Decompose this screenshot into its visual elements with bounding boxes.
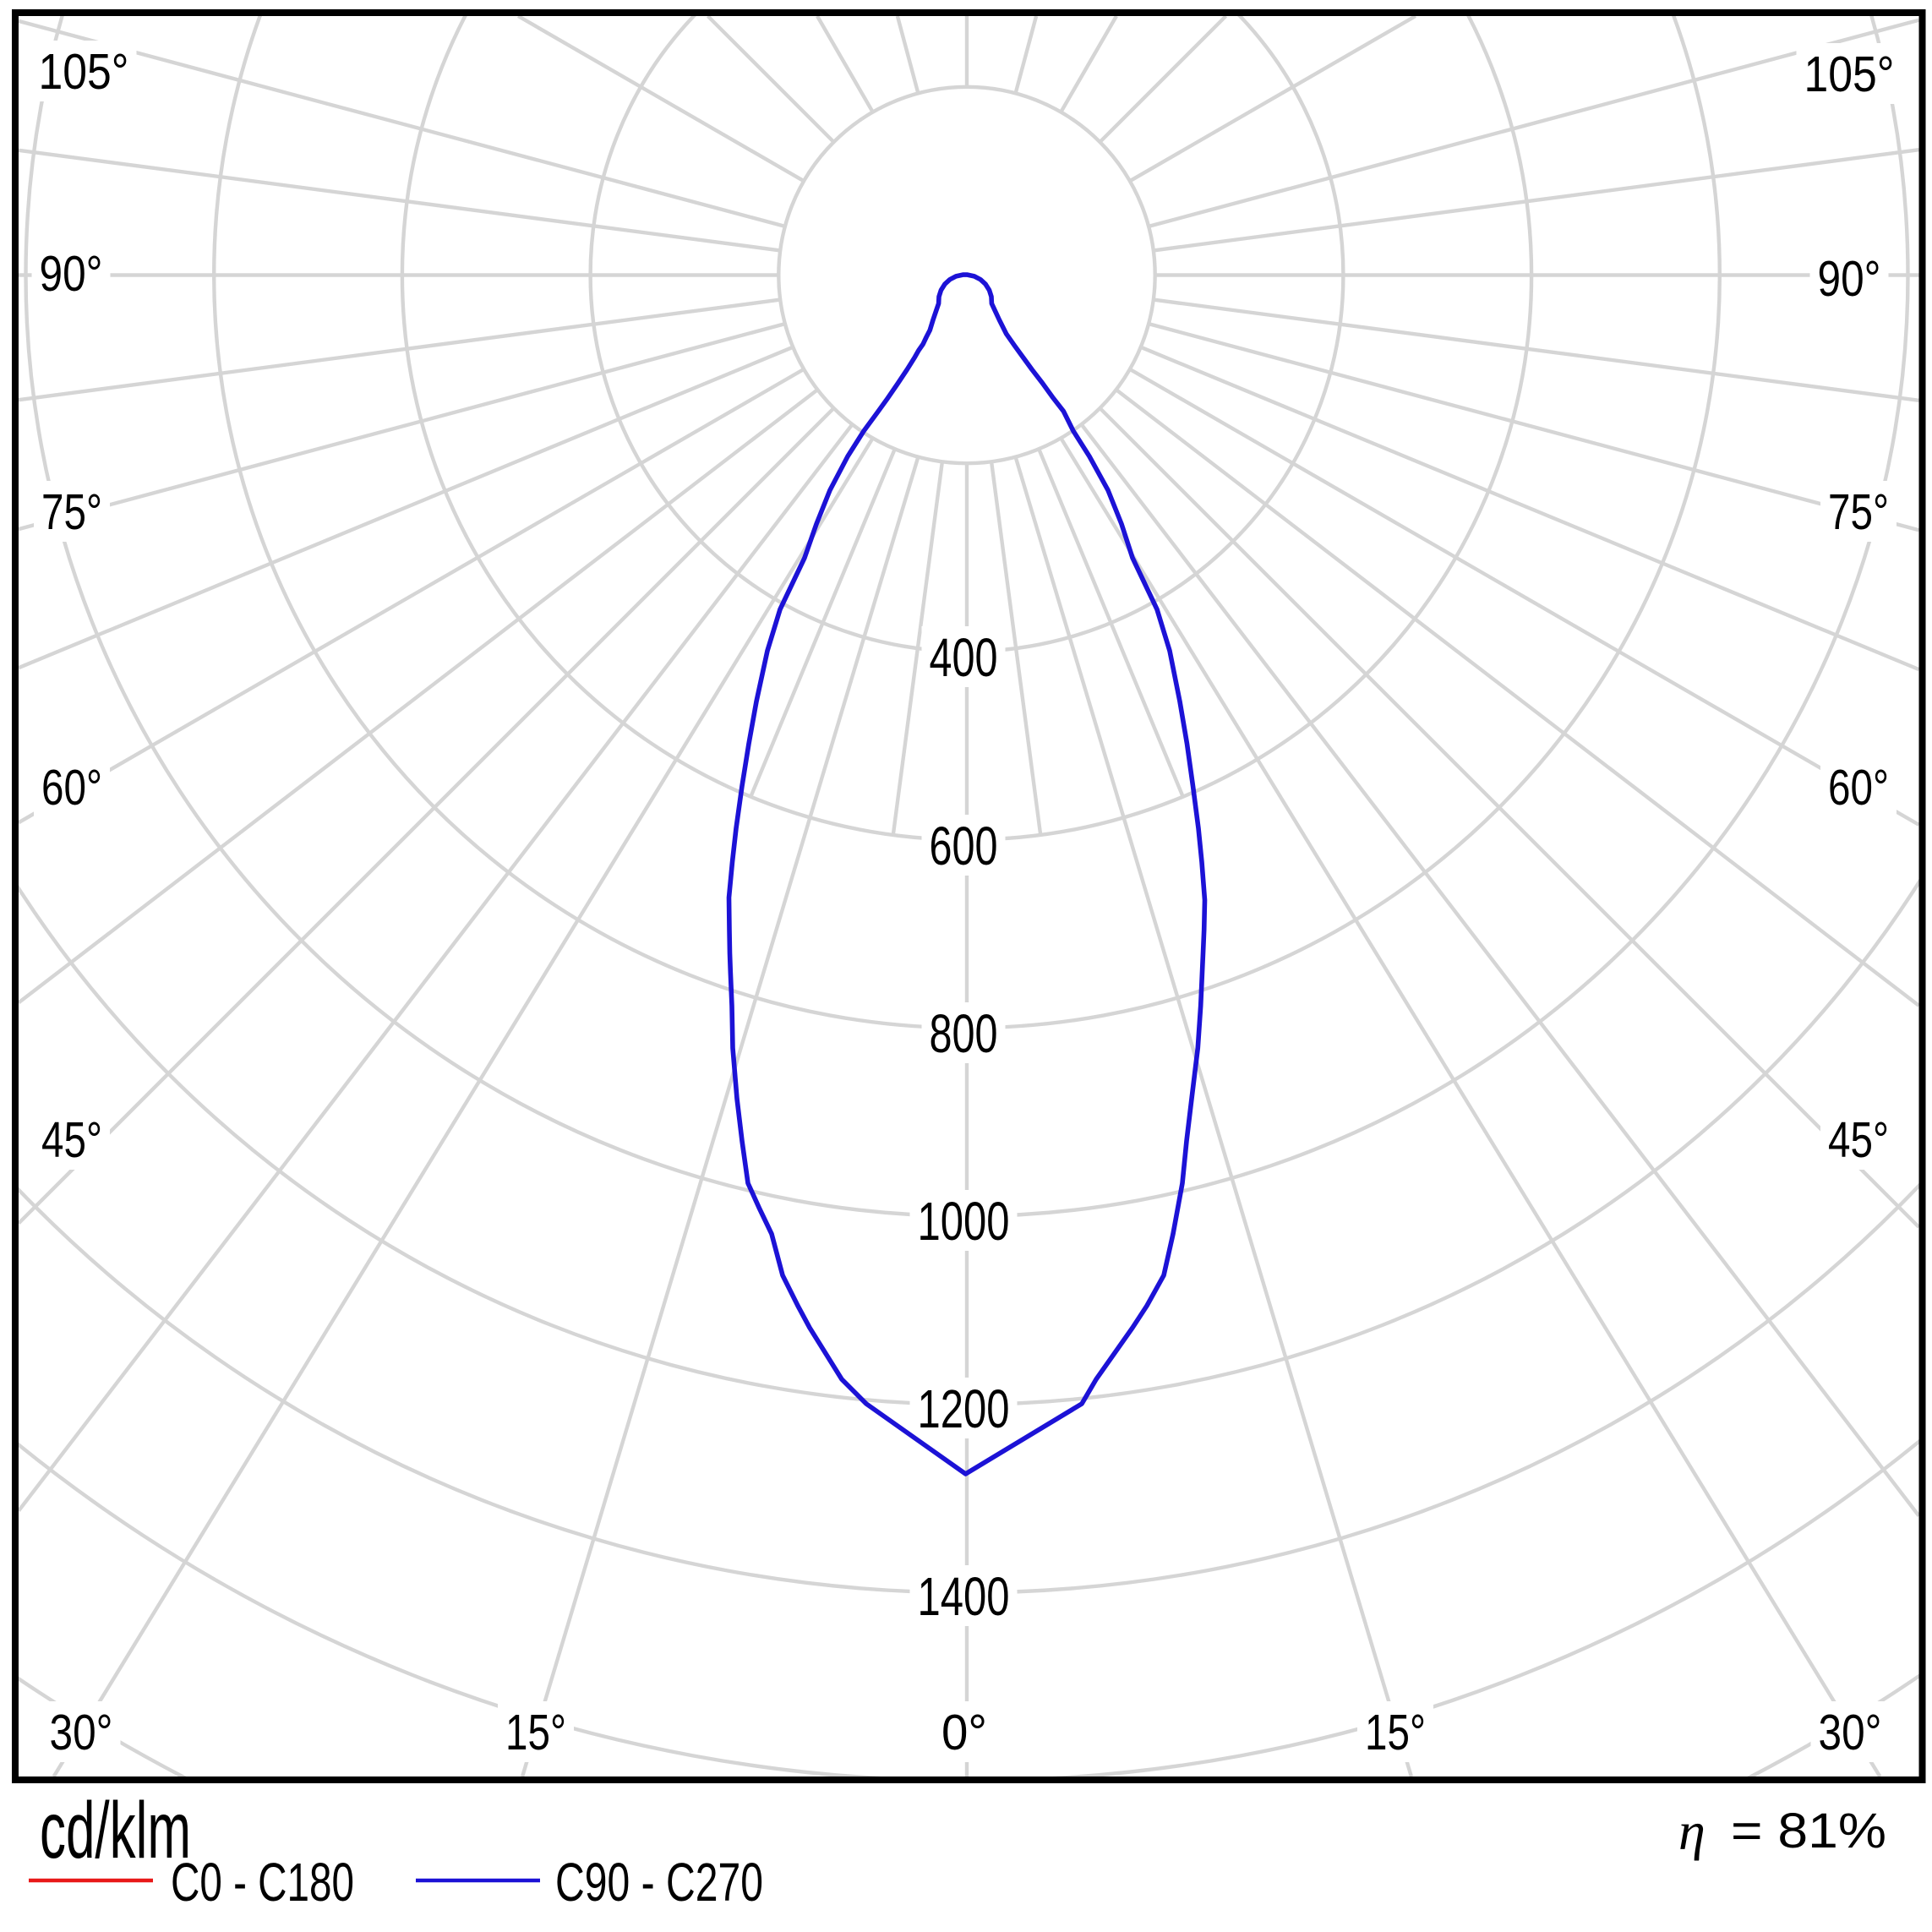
svg-text:600: 600	[930, 816, 998, 876]
svg-text:C90 - C270: C90 - C270	[555, 1852, 763, 1913]
svg-text:30°: 30°	[50, 1705, 113, 1760]
svg-text:400: 400	[930, 627, 998, 688]
svg-text:15°: 15°	[505, 1705, 566, 1760]
svg-text:800: 800	[930, 1003, 998, 1064]
svg-text:C0 - C180: C0 - C180	[171, 1852, 354, 1913]
svg-text:60°: 60°	[41, 760, 102, 816]
svg-text:90°: 90°	[1818, 251, 1881, 307]
svg-text:1200: 1200	[918, 1378, 1010, 1439]
svg-text:75°: 75°	[1828, 484, 1889, 540]
svg-text:1400: 1400	[918, 1566, 1010, 1627]
svg-text:60°: 60°	[1828, 760, 1889, 816]
svg-text:η: η	[1678, 1801, 1706, 1861]
svg-text:15°: 15°	[1365, 1705, 1426, 1760]
svg-text:cd/klm: cd/klm	[40, 1786, 191, 1875]
svg-text:75°: 75°	[41, 484, 102, 540]
svg-text:90°: 90°	[40, 246, 103, 302]
svg-text:45°: 45°	[1828, 1112, 1889, 1168]
svg-text:= 81%: = 81%	[1731, 1804, 1886, 1858]
svg-text:45°: 45°	[41, 1112, 102, 1168]
svg-text:105°: 105°	[1804, 46, 1895, 102]
svg-text:1000: 1000	[918, 1191, 1010, 1252]
svg-text:30°: 30°	[1819, 1705, 1882, 1760]
svg-text:0°: 0°	[941, 1705, 987, 1760]
svg-text:105°: 105°	[39, 44, 129, 100]
